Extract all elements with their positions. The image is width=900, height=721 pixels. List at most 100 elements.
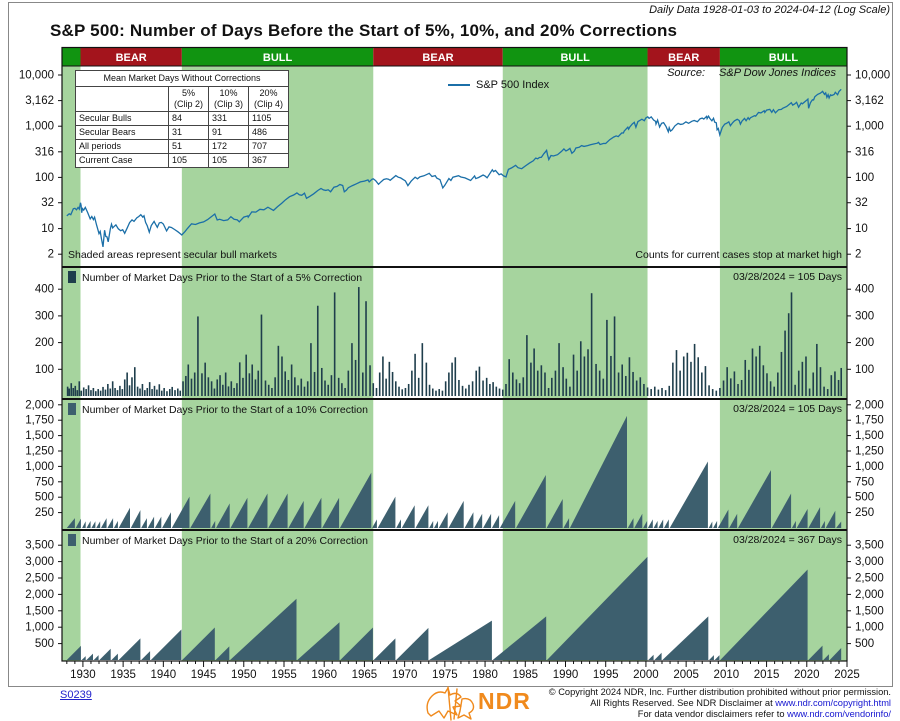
correction-10pct-triangle: [669, 461, 708, 528]
spx-axis-label: 10,000: [19, 70, 54, 82]
stats-value-cell: 331: [208, 111, 249, 126]
daily-data-range: Daily Data 1928-01-03 to 2024-04-12 (Log…: [649, 4, 890, 16]
correction-10pct-triangle: [434, 520, 438, 528]
correction-5pct-bar: [576, 370, 578, 396]
spx-axis-label: 32: [41, 197, 54, 209]
stats-value-cell: 91: [208, 125, 249, 140]
correction-10pct-triangle: [75, 518, 81, 528]
current-cases-note: Counts for current cases stop at market …: [635, 249, 842, 261]
correction-5pct-bar: [643, 383, 645, 396]
correction-10pct-triangle: [118, 507, 130, 528]
clip4-axis-label: 2,000: [25, 589, 54, 601]
x-year-label: 1955: [271, 669, 297, 681]
correction-5pct-bar: [123, 379, 126, 396]
correction-5pct-bar: [719, 387, 721, 396]
x-year-label: 1930: [70, 669, 96, 681]
correction-5pct-bar: [805, 356, 807, 396]
correction-5pct-bar: [281, 356, 283, 396]
correction-10pct-triangle: [643, 520, 648, 528]
correction-20pct-triangle: [709, 655, 714, 660]
copyright-url-link[interactable]: www.ndr.com/copyright.html: [775, 698, 891, 709]
clip3-axis-label: 750: [855, 476, 874, 488]
clip3-axis-label: 1,500: [25, 430, 54, 442]
correction-5pct-bar: [168, 389, 171, 396]
x-year-label: 1975: [432, 669, 458, 681]
correction-5pct-bar: [565, 378, 568, 396]
correction-5pct-bar: [840, 367, 843, 396]
correction-20pct-triangle: [215, 646, 230, 660]
correction-5pct-bar: [251, 364, 254, 396]
correction-10pct-triangle: [658, 519, 664, 528]
copyright-block: © Copyright 2024 NDR, Inc. Further distr…: [549, 687, 891, 721]
correction-5pct-bar: [378, 372, 381, 396]
correction-5pct-bar: [327, 384, 330, 396]
correction-5pct-bar: [461, 385, 464, 396]
stats-row-label: Current Case: [75, 153, 169, 168]
correction-10pct-triangle: [448, 500, 464, 528]
clip3-axis-label: 2,000: [855, 399, 884, 411]
correction-5pct-bar: [797, 370, 800, 396]
correction-5pct-bar: [85, 389, 87, 396]
spx-axis-label: 3,162: [25, 95, 54, 107]
stats-table-col-header: 20% (Clip 4): [248, 86, 289, 112]
correction-5pct-bar: [260, 314, 263, 396]
correction-5pct-bar: [201, 373, 203, 396]
page-title: S&P 500: Number of Days Before the Start…: [50, 21, 678, 40]
correction-5pct-bar: [148, 382, 151, 396]
vendorinfo-url-link[interactable]: www.ndr.com/vendorinfo/: [787, 709, 891, 720]
correction-5pct-bar: [254, 379, 257, 396]
correction-20pct-triangle: [547, 556, 648, 660]
correction-20pct-triangle: [150, 629, 182, 660]
correction-5pct-bar: [365, 301, 367, 396]
correction-5pct-bar: [333, 292, 336, 396]
correction-5pct-bar: [153, 385, 156, 396]
clip3-axis-label: 500: [35, 492, 54, 504]
correction-5pct-bar: [94, 391, 97, 396]
chart-code-link[interactable]: S0239: [60, 689, 92, 701]
correction-20pct-triangle: [829, 648, 842, 660]
correction-5pct-bar: [579, 341, 582, 396]
x-year-label: 1940: [151, 669, 177, 681]
correction-5pct-bar: [290, 364, 293, 396]
correction-10pct-triangle: [339, 472, 372, 528]
correction-20pct-triangle: [111, 653, 118, 660]
x-year-label: 1965: [352, 669, 378, 681]
clip4-axis-label: 1,000: [855, 622, 884, 634]
correction-5pct-bar: [646, 387, 649, 396]
correction-5pct-bar: [697, 357, 700, 396]
stats-value-cell: 84: [168, 111, 209, 126]
correction-5pct-bar: [613, 316, 616, 396]
correction-5pct-bar: [729, 378, 732, 396]
correction-5pct-bar: [82, 387, 85, 396]
stats-table-col-header: 5% (Clip 2): [168, 86, 209, 112]
correction-5pct-bar: [104, 389, 107, 396]
correction-5pct-bar: [204, 362, 206, 396]
correction-5pct-bar: [407, 383, 410, 396]
correction-5pct-bar: [111, 381, 114, 396]
correction-5pct-bar: [540, 365, 543, 396]
correction-5pct-bar: [277, 345, 280, 396]
correction-5pct-bar: [650, 389, 652, 396]
correction-5pct-bar: [653, 386, 656, 396]
correction-5pct-bar: [337, 377, 340, 396]
correction-5pct-bar: [530, 362, 532, 396]
correction-5pct-bar: [478, 366, 481, 396]
correction-5pct-bar: [489, 383, 491, 396]
correction-5pct-bar: [310, 343, 312, 396]
clip2-axis-label: 200: [35, 337, 54, 349]
regime-label: BULL: [769, 52, 799, 64]
correction-10pct-triangle: [708, 521, 713, 528]
panel-10pct-title-text: Number of Market Days Prior to the Start…: [82, 404, 368, 416]
correction-20pct-triangle: [66, 645, 81, 660]
correction-5pct-bar: [248, 373, 251, 396]
correction-5pct-bar: [686, 352, 689, 396]
correction-5pct-bar: [551, 377, 553, 396]
x-year-label: 2000: [633, 669, 659, 681]
correction-5pct-bar: [737, 383, 739, 396]
regime-label: BEAR: [422, 52, 453, 64]
correction-5pct-bar: [522, 377, 525, 396]
correction-5pct-bar: [526, 335, 528, 396]
correction-5pct-bar: [628, 357, 631, 396]
correction-5pct-bar: [722, 380, 725, 396]
correction-5pct-bar: [398, 386, 400, 396]
